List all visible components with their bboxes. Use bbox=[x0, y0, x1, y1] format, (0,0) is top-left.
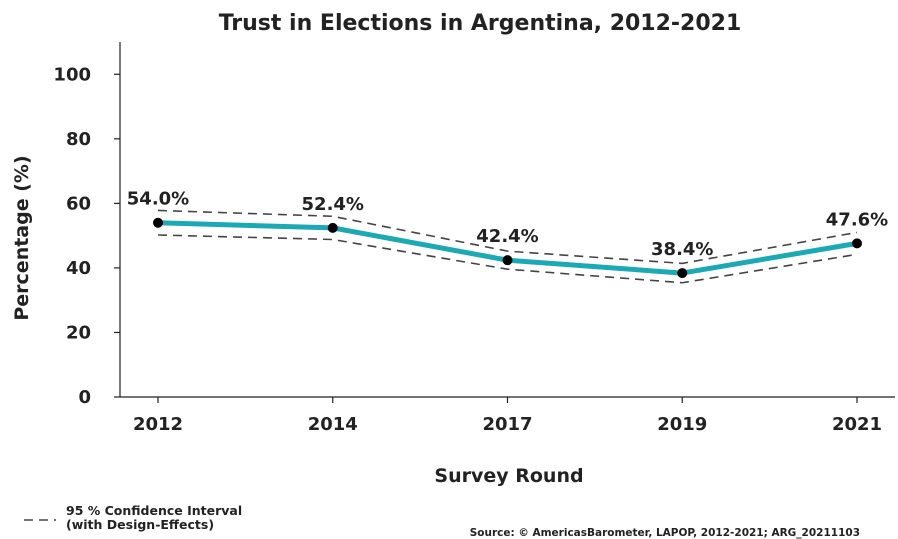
plot-area: 54.0% 52.4% 42.4% 38.4% 47.6% bbox=[127, 189, 888, 284]
legend: 95 % Confidence Interval (with Design-Ef… bbox=[24, 503, 242, 532]
data-point bbox=[153, 217, 163, 228]
data-point bbox=[852, 238, 862, 249]
y-tick-label: 40 bbox=[66, 258, 91, 279]
y-tick-label: 80 bbox=[66, 129, 91, 150]
y-tick-label: 20 bbox=[66, 322, 91, 343]
data-label: 47.6% bbox=[826, 209, 888, 230]
ci-lower-line bbox=[157, 234, 858, 284]
x-tick-label: 2012 bbox=[133, 414, 183, 435]
data-label: 42.4% bbox=[476, 226, 538, 247]
x-tick-label: 2017 bbox=[482, 414, 532, 435]
data-label: 54.0% bbox=[127, 189, 189, 210]
data-point bbox=[502, 255, 513, 266]
data-point bbox=[327, 222, 338, 233]
x-tick-label: 2014 bbox=[308, 414, 358, 435]
x-axis: 2012 2014 2017 2019 2021 bbox=[120, 396, 895, 435]
ci-upper-line bbox=[157, 209, 858, 265]
y-tick-label: 60 bbox=[66, 193, 91, 214]
x-tick-label: 2019 bbox=[657, 414, 707, 435]
data-label: 52.4% bbox=[302, 194, 364, 215]
x-tick-label: 2021 bbox=[832, 414, 882, 435]
y-axis-title: Percentage (%) bbox=[11, 155, 33, 320]
legend-label-line2: (with Design-Effects) bbox=[66, 517, 214, 532]
y-tick-label: 100 bbox=[53, 64, 91, 85]
data-label: 38.4% bbox=[651, 239, 713, 260]
y-tick-label: 0 bbox=[78, 387, 91, 408]
source-note: Source: © AmericasBarometer, LAPOP, 2012… bbox=[470, 527, 860, 539]
legend-label-line1: 95 % Confidence Interval bbox=[66, 503, 242, 518]
y-axis: 0 20 40 60 80 100 bbox=[53, 42, 121, 408]
data-point bbox=[677, 268, 688, 279]
chart-title: Trust in Elections in Argentina, 2012-20… bbox=[219, 11, 742, 36]
x-axis-title: Survey Round bbox=[434, 465, 583, 487]
